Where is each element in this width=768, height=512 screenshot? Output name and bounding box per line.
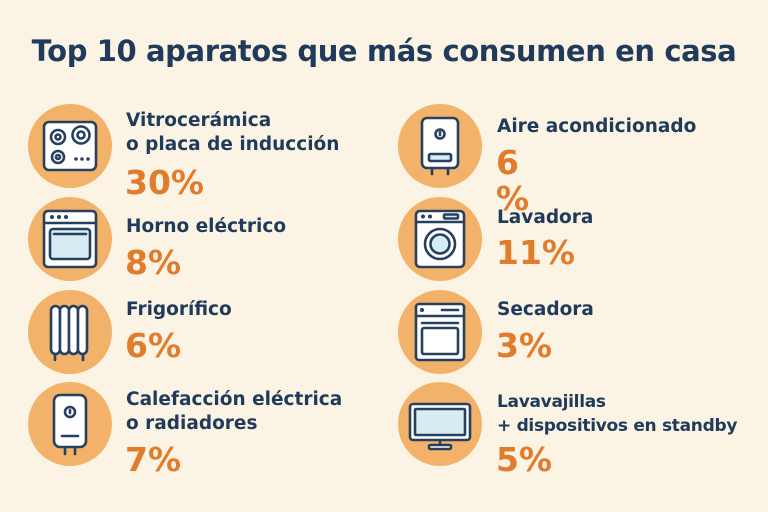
appliance-percent: 11% bbox=[496, 233, 575, 272]
icon-circle bbox=[398, 104, 482, 188]
icon-circle bbox=[28, 290, 112, 374]
icon-circle bbox=[398, 290, 482, 374]
appliance-percent: 6 % bbox=[496, 143, 530, 218]
appliance-label-line: Calefacción eléctrica bbox=[126, 389, 343, 410]
appliance-label-line: Lavadora bbox=[497, 207, 594, 228]
appliance-label-line: o radiadores bbox=[126, 413, 258, 434]
appliance-label-line: Vitrocerámica bbox=[126, 110, 272, 131]
tv-monitor-icon bbox=[408, 402, 472, 451]
washing-machine-icon bbox=[414, 209, 466, 269]
radiator-icon bbox=[49, 304, 89, 362]
icon-circle bbox=[28, 382, 112, 466]
appliance-percent: 5% bbox=[496, 440, 553, 479]
icon-circle bbox=[398, 197, 482, 281]
icon-circle bbox=[28, 197, 112, 281]
appliance-percent: 3% bbox=[496, 326, 553, 365]
appliance-percent: 6% bbox=[125, 326, 182, 365]
appliance-label-line: Aire acondicionado bbox=[497, 116, 697, 137]
boiler-icon bbox=[420, 116, 460, 176]
page-title: Top 10 aparatos que más consumen en casa bbox=[31, 34, 737, 68]
water-heater-icon bbox=[52, 393, 88, 456]
appliance-percent: 8% bbox=[125, 243, 182, 282]
icon-circle bbox=[398, 382, 482, 466]
appliance-label-line: Horno eléctrico bbox=[126, 216, 287, 237]
cooktop-icon bbox=[42, 120, 98, 172]
appliance-label-line: Secadora bbox=[497, 299, 594, 320]
dishwasher-icon bbox=[414, 302, 466, 362]
appliance-label-line: o placa de inducción bbox=[126, 134, 340, 155]
appliance-label-line: + dispositivos en standby bbox=[497, 416, 738, 436]
appliance-percent: 30% bbox=[125, 163, 204, 202]
icon-circle bbox=[28, 104, 112, 188]
oven-icon bbox=[42, 209, 98, 269]
appliance-label-line: Frigorífico bbox=[126, 299, 232, 320]
appliance-percent: 7% bbox=[125, 440, 182, 479]
appliance-label-line: Lavavajillas bbox=[497, 392, 606, 412]
